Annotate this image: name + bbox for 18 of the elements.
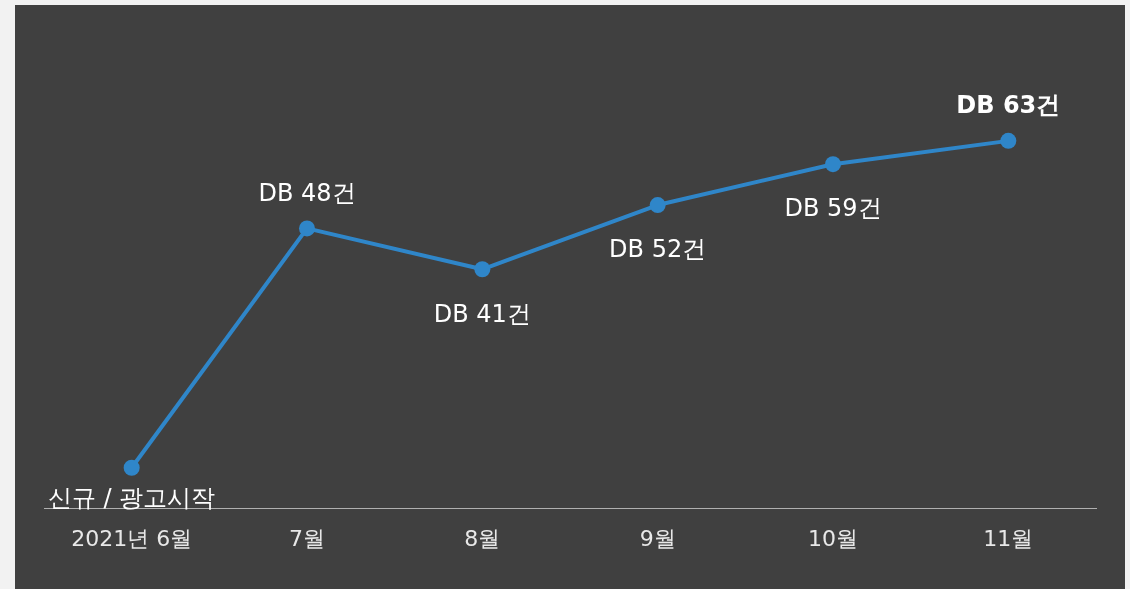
x-tick-label: 7월 xyxy=(289,525,325,551)
point xyxy=(123,459,140,476)
data-label: DB 63건 xyxy=(956,91,1061,120)
data-label: DB 41건 xyxy=(433,299,531,328)
data-label: 신규 / 광고시작 xyxy=(47,483,216,512)
point xyxy=(825,156,841,173)
x-tick-label: 8월 xyxy=(464,525,501,551)
point xyxy=(1000,132,1017,149)
data-label: DB 52건 xyxy=(609,235,707,264)
point xyxy=(474,261,491,278)
x-tick-label: 11월 xyxy=(983,525,1034,551)
point xyxy=(299,220,315,237)
x-tick-label: 9월 xyxy=(639,525,676,551)
point xyxy=(649,197,666,214)
data-label: DB 48건 xyxy=(258,178,356,207)
x-tick-label: 10월 xyxy=(808,525,858,551)
data-label: DB 59건 xyxy=(784,194,882,223)
x-tick-label: 2021년 6월 xyxy=(71,525,193,551)
